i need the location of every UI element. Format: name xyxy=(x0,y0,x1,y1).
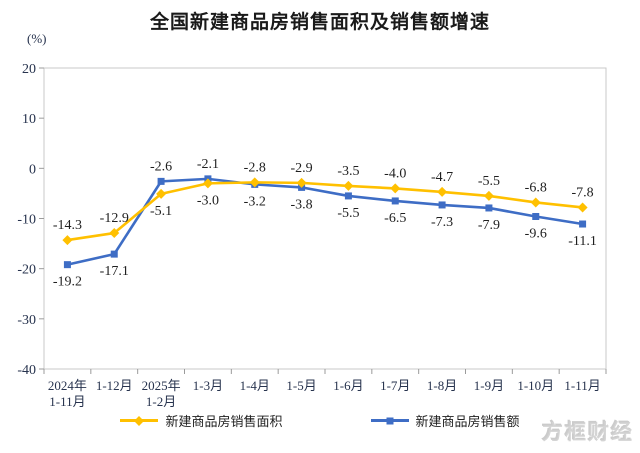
watermark: 方框财经 xyxy=(542,421,634,444)
x-axis-tick-label: 2025年 1-2月 xyxy=(142,378,181,409)
y-axis-tick-label: -20 xyxy=(17,263,36,278)
data-label: -2.8 xyxy=(244,160,266,175)
data-point-diamond xyxy=(577,202,588,213)
data-point-diamond xyxy=(202,178,213,189)
data-label: -3.0 xyxy=(197,193,219,208)
data-label: -5.5 xyxy=(337,206,359,221)
x-axis-tick-label: 1-9月 xyxy=(474,378,504,393)
data-point-square xyxy=(344,192,352,200)
y-axis-tick-label: 0 xyxy=(29,162,36,177)
y-axis-tick-label: 10 xyxy=(22,112,36,127)
data-point-diamond xyxy=(109,228,120,239)
data-point-square xyxy=(63,261,71,269)
data-point-diamond xyxy=(296,177,307,188)
data-point-diamond xyxy=(249,177,260,188)
x-axis-tick-label: 2024年 1-11月 xyxy=(48,378,87,409)
data-point-square xyxy=(391,197,399,205)
data-point-diamond xyxy=(483,190,494,201)
x-axis-tick-label: 1-10月 xyxy=(517,378,554,393)
data-label: -3.8 xyxy=(290,197,312,212)
x-axis-tick-label: 1-4月 xyxy=(240,378,270,393)
data-label: -4.0 xyxy=(384,166,406,181)
diamond-marker-icon xyxy=(134,415,145,426)
data-label: -3.5 xyxy=(337,164,359,179)
chart-title: 全国新建商品房销售面积及销售额增速 xyxy=(149,12,490,33)
chart-legend: 新建商品房销售面积 新建商品房销售额 xyxy=(0,411,640,430)
data-label: -6.5 xyxy=(384,211,406,226)
data-label: -7.8 xyxy=(571,185,593,200)
data-label: -2.6 xyxy=(150,159,172,174)
data-label: -11.1 xyxy=(568,234,597,249)
data-label: -19.2 xyxy=(53,275,82,290)
data-label: -12.9 xyxy=(100,211,129,226)
x-axis-tick-label: 1-3月 xyxy=(193,378,223,393)
x-axis-tick-label: 1-5月 xyxy=(286,378,316,393)
y-axis-tick-label: -40 xyxy=(17,363,36,378)
sales-amount-line-swatch xyxy=(370,417,409,424)
data-point-diamond xyxy=(343,180,354,191)
data-point-square xyxy=(485,204,493,212)
data-point-square xyxy=(532,212,540,220)
data-label: -5.5 xyxy=(478,174,500,189)
data-label: -14.3 xyxy=(53,218,82,233)
data-label: -5.1 xyxy=(150,204,172,219)
data-point-square xyxy=(157,177,165,185)
series-line-diamond xyxy=(67,181,583,242)
data-point-diamond xyxy=(156,188,167,199)
x-axis-tick-label: 1-12月 xyxy=(96,378,133,393)
legend-label-sales-area: 新建商品房销售面积 xyxy=(165,414,283,429)
data-label: -7.9 xyxy=(478,218,500,233)
data-point-diamond xyxy=(437,186,448,197)
square-marker-icon xyxy=(386,417,393,424)
data-point-diamond xyxy=(390,183,401,194)
x-axis-tick-label: 1-6月 xyxy=(333,378,363,393)
y-axis-tick-label: -30 xyxy=(17,313,36,328)
legend-label-sales-amount: 新建商品房销售额 xyxy=(415,414,520,429)
data-label: -2.9 xyxy=(290,161,312,176)
legend-item-sales-amount: 新建商品房销售额 xyxy=(370,411,520,430)
data-label: -4.7 xyxy=(431,170,453,185)
data-label: -3.2 xyxy=(244,194,266,209)
data-point-diamond xyxy=(530,197,541,208)
data-label: -9.6 xyxy=(525,226,547,241)
y-axis-unit-label: (%) xyxy=(27,31,47,46)
x-axis-tick-label: 1-8月 xyxy=(427,378,457,393)
data-label: -6.8 xyxy=(525,180,547,195)
data-point-square xyxy=(110,250,118,258)
x-axis-tick-label: 1-11月 xyxy=(564,378,600,393)
legend-item-sales-area: 新建商品房销售面积 xyxy=(120,411,283,430)
series-line-square xyxy=(67,177,583,266)
data-point-diamond xyxy=(62,235,73,246)
data-point-square xyxy=(438,201,446,209)
y-axis-tick-label: -10 xyxy=(17,213,36,228)
data-point-square xyxy=(579,220,587,228)
data-label: -2.1 xyxy=(197,157,219,172)
sales-area-line-swatch xyxy=(120,415,159,426)
data-label: -7.3 xyxy=(431,215,453,230)
data-label: -17.1 xyxy=(100,264,129,279)
y-axis-tick-label: 20 xyxy=(22,62,36,77)
x-axis-tick-label: 1-7月 xyxy=(380,378,410,393)
